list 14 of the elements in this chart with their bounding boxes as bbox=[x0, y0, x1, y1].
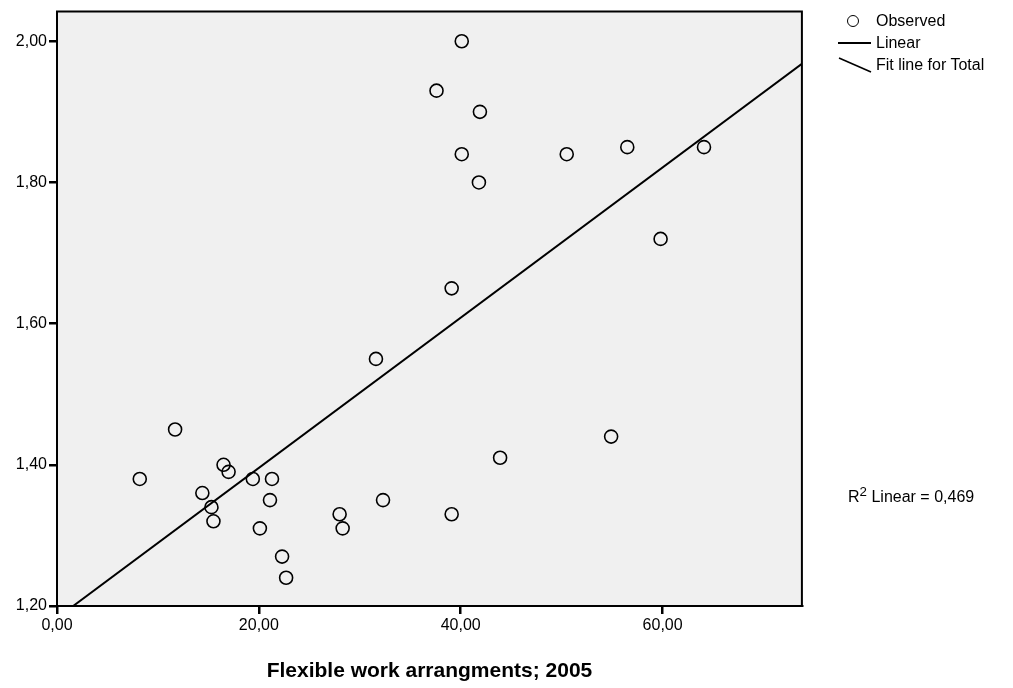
legend-label: Observed bbox=[876, 12, 946, 30]
legend-label: Linear bbox=[876, 34, 921, 52]
y-tick-label: 1,80 bbox=[15, 172, 48, 190]
x-tick-label: 40,00 bbox=[440, 616, 481, 634]
x-tick-label: 60,00 bbox=[642, 616, 683, 634]
text: Fit line for Total bbox=[876, 56, 985, 74]
y-tick-label: 1,40 bbox=[15, 455, 48, 473]
x-axis-title: Flexible work arrangments; 2005 bbox=[266, 658, 593, 682]
x-tick-label: 20,00 bbox=[238, 616, 279, 634]
x-tick-label: 0,00 bbox=[41, 616, 73, 634]
text: R$^{2}$ Linear = 0,469 bbox=[848, 484, 975, 507]
y-tick-label: 1,20 bbox=[15, 596, 48, 614]
y-tick-label: 1,60 bbox=[15, 314, 48, 332]
y-tick-label: 2,00 bbox=[15, 31, 48, 49]
